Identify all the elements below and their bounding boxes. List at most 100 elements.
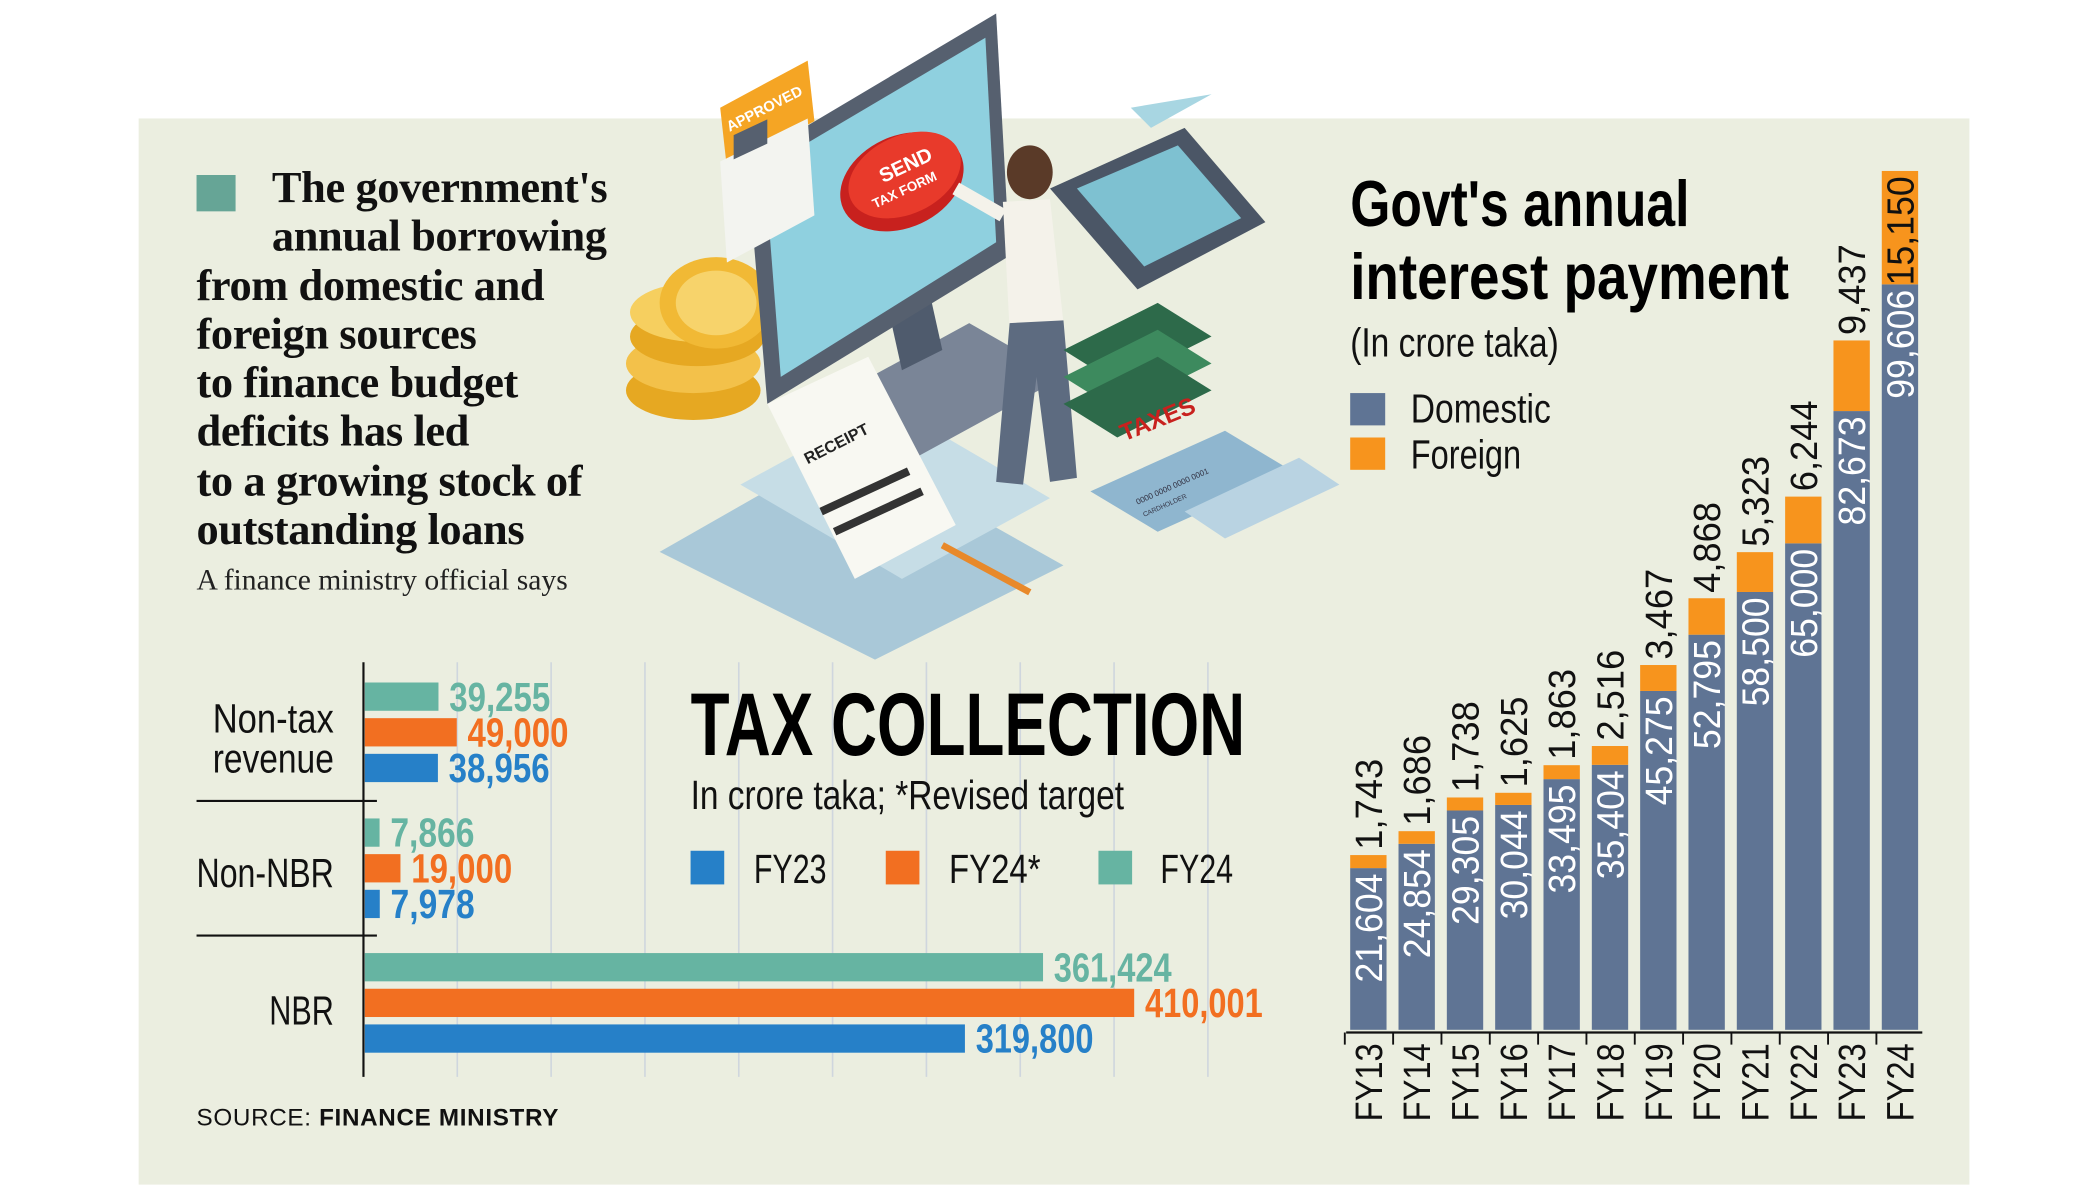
chart-subtitle: (In crore taka)	[1350, 320, 1559, 366]
quote-text: The government's annual borrowing from d…	[197, 164, 682, 555]
category-labels: Non-tax revenue Non-NBR NBR	[197, 695, 334, 1033]
bar-fy24	[364, 682, 439, 711]
bar-foreign	[1833, 340, 1870, 412]
money-stack-icon: TAXES	[1063, 302, 1212, 447]
bar-fy24-revised	[364, 718, 457, 747]
data-label-domestic: 33,495	[1541, 785, 1583, 894]
data-label-domestic: 58,500	[1734, 597, 1776, 706]
bar-domestic	[1640, 690, 1677, 1030]
bar-foreign	[1591, 746, 1629, 765]
data-label-foreign: 2,516	[1589, 650, 1631, 741]
bar-foreign	[1736, 552, 1774, 592]
receipt-icon: RECEIPT	[767, 356, 1032, 596]
category-label: Non-tax	[213, 695, 334, 741]
legend: FY23 FY24* FY24	[690, 846, 1233, 892]
quote-marker	[196, 174, 236, 212]
data-label-domestic: 21,604	[1348, 874, 1390, 983]
x-tick-label: FY16	[1493, 1043, 1535, 1121]
category-label: Non-NBR	[197, 850, 334, 896]
legend-swatch-fy24-revised	[885, 850, 920, 885]
legend-label: FY24*	[949, 846, 1041, 892]
data-label: 410,001	[1145, 980, 1263, 1026]
quote-line: from domestic and	[196, 261, 545, 311]
bar-domestic	[1350, 868, 1387, 1030]
x-tick-label: FY23	[1831, 1043, 1873, 1121]
legend-label: FY24	[1160, 846, 1233, 892]
legend-swatch-foreign	[1350, 437, 1386, 470]
x-tick-label: FY18	[1589, 1043, 1631, 1121]
tax-illustration: SEND TAX FORM APPROVED TAXES	[625, 13, 1340, 660]
person-illustration	[952, 145, 1077, 485]
bar-domestic	[1495, 804, 1532, 1030]
legend: Domestic Foreign	[1350, 386, 1551, 477]
chart-title-line: Govt's annual	[1350, 168, 1689, 240]
data-label-foreign: 1,686	[1396, 735, 1438, 826]
data-label: 39,255	[449, 674, 550, 720]
data-label-foreign: 1,743	[1348, 759, 1390, 850]
legend-label: FY23	[754, 846, 827, 892]
data-label-domestic: 52,795	[1686, 640, 1728, 749]
data-label-foreign: 1,863	[1541, 669, 1583, 760]
data-label: 38,956	[449, 745, 550, 791]
data-label-domestic: 29,305	[1444, 816, 1486, 925]
quote-line: to finance budget	[196, 359, 519, 409]
chart-title: TAX COLLECTION	[691, 675, 1246, 774]
bar-domestic	[1398, 843, 1435, 1030]
data-label: 49,000	[468, 709, 569, 755]
legend-label: Domestic	[1411, 386, 1551, 432]
chart-subtitle: In crore taka; *Revised target	[691, 772, 1124, 818]
bar-domestic	[1591, 764, 1629, 1030]
x-tick-label: FY17	[1541, 1043, 1583, 1121]
x-tick-label: FY21	[1734, 1043, 1776, 1121]
x-tick-label: FY13	[1348, 1043, 1390, 1121]
bar-domestic	[1736, 591, 1774, 1030]
data-label-domestic: 99,606	[1879, 290, 1921, 399]
source-prefix: SOURCE:	[196, 1103, 312, 1131]
quote-attribution: A finance ministry official says	[196, 562, 568, 597]
bar-fy24-revised	[364, 854, 401, 883]
data-label-foreign: 9,437	[1831, 244, 1873, 335]
quote-line: deficits has led	[196, 408, 470, 457]
bar-foreign	[1640, 665, 1677, 691]
data-label: 319,800	[976, 1016, 1094, 1062]
quote-line: outstanding loans	[196, 506, 525, 555]
bar-foreign	[1881, 170, 1919, 285]
credit-card-icon: 0000 0000 0000 0001 CARDHOLDER	[1090, 430, 1340, 539]
data-label-domestic: 30,044	[1493, 810, 1535, 919]
x-axis-labels: FY13 FY14 FY15 FY16 FY17 FY18 FY19 FY20 FY21 FY22…	[1343, 1032, 1921, 1121]
source-name: FINANCE MINISTRY	[319, 1103, 560, 1131]
data-label-foreign: 1,738	[1444, 701, 1486, 792]
bar-domestic	[1446, 810, 1484, 1030]
quote-line: annual borrowing	[271, 213, 607, 262]
quote-line: foreign sources	[196, 310, 477, 360]
bar-foreign	[1398, 831, 1435, 844]
data-label-foreign: 6,244	[1783, 400, 1825, 491]
data-label-domestic: 35,404	[1589, 770, 1631, 879]
x-tick-label: FY15	[1444, 1043, 1486, 1121]
bar-fy23	[364, 889, 380, 919]
legend-swatch-fy24	[1098, 850, 1133, 885]
bar-domestic	[1833, 411, 1870, 1030]
quote-line: The government's	[271, 164, 608, 213]
x-tick-label: FY19	[1638, 1043, 1680, 1121]
x-tick-label: FY20	[1686, 1043, 1728, 1121]
bar-domestic	[1881, 284, 1919, 1030]
bar-domestic	[1688, 634, 1725, 1030]
bar-fy24	[364, 953, 1044, 982]
data-label: 19,000	[411, 845, 512, 891]
category-label: NBR	[269, 987, 334, 1033]
bar-foreign	[1785, 496, 1822, 544]
calculator-icon	[1049, 94, 1266, 290]
bar-foreign	[1350, 855, 1387, 869]
data-label-foreign: 3,467	[1638, 569, 1680, 660]
legend-label: Foreign	[1411, 431, 1521, 477]
data-label-foreign: 15,150	[1879, 176, 1921, 285]
bar-foreign	[1688, 598, 1725, 635]
data-label-domestic: 65,000	[1783, 549, 1825, 658]
chart-title-line: interest payment	[1350, 241, 1789, 313]
